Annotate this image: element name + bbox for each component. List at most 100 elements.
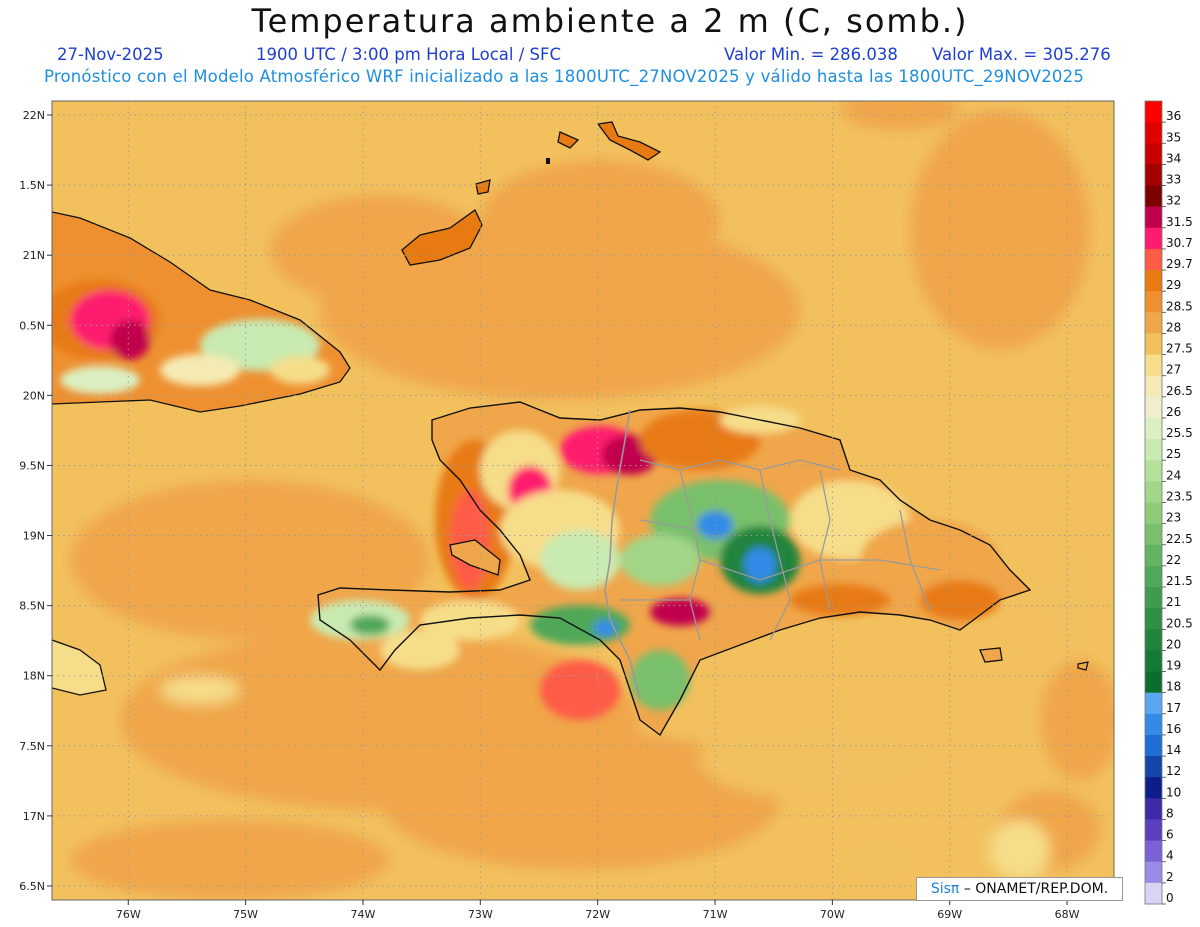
colorbar-label: 25	[1166, 447, 1181, 461]
colorbar-swatch	[1145, 798, 1162, 820]
colorbar-label: 18	[1166, 680, 1181, 694]
sispi-logo: Sisπ	[930, 881, 960, 897]
colorbar-swatch	[1145, 565, 1162, 588]
lat-tick-label: 20N	[23, 389, 45, 402]
colorbar-label: 20	[1166, 637, 1181, 651]
colorbar-label: 2	[1166, 870, 1174, 884]
colorbar-swatch	[1145, 312, 1162, 334]
colorbar-label: 29	[1166, 278, 1181, 292]
colorbar-swatch	[1145, 164, 1162, 187]
colorbar-label: 32	[1166, 194, 1181, 208]
colorbar-swatch	[1145, 460, 1162, 482]
colorbar-swatch	[1145, 291, 1162, 313]
colorbar-swatch	[1145, 840, 1162, 863]
colorbar-label: 6	[1166, 828, 1174, 842]
colorbar-label: 17	[1166, 701, 1181, 715]
colorbar-label: 34	[1166, 151, 1181, 165]
forecast-time: 1900 UTC / 3:00 pm Hora Local / SFC	[256, 45, 562, 64]
lon-tick-label: 71W	[703, 908, 728, 921]
lat-tick-label: 8.5N	[19, 600, 45, 613]
jamaica-edge	[52, 639, 107, 696]
lon-tick-label: 74W	[351, 908, 376, 921]
colorbar-label: 27	[1166, 363, 1181, 377]
colorbar-label: 12	[1166, 764, 1181, 778]
max-value: Valor Max. = 305.276	[932, 45, 1111, 64]
colorbar-swatch	[1145, 671, 1162, 694]
colorbar-label: 29.7	[1166, 257, 1193, 271]
colorbar-label: 25.5	[1166, 426, 1193, 440]
northern-islands	[401, 121, 662, 266]
colorbar-swatch	[1145, 650, 1162, 673]
colorbar-label: 20.5	[1166, 616, 1193, 630]
colorbar-swatch	[1145, 713, 1162, 736]
colorbar-swatch	[1145, 227, 1162, 250]
lat-tick-label: 21N	[23, 249, 45, 262]
lat-tick-label: 17N	[23, 810, 45, 823]
lon-tick-label: 72W	[585, 908, 610, 921]
forecast-date: 27-Nov-2025	[57, 45, 164, 64]
colorbar-label: 36	[1166, 109, 1181, 123]
lat-tick-label: 1.5N	[19, 179, 45, 192]
colorbar-label: 26	[1166, 405, 1181, 419]
colorbar-label: 8	[1166, 806, 1174, 820]
min-value: Valor Min. = 286.038	[724, 45, 898, 64]
colorbar-swatch	[1145, 777, 1162, 799]
map-plot-area	[52, 101, 1114, 900]
colorbar-swatch	[1145, 185, 1162, 208]
colorbar-swatch	[1145, 882, 1162, 905]
colorbar-swatch	[1145, 417, 1162, 440]
colorbar-label: 10	[1166, 785, 1181, 799]
colorbar-swatch	[1145, 248, 1162, 271]
temperature-colorbar: 363534333231.530.729.72928.52827.52726.5…	[1144, 100, 1193, 905]
colorbar-label: 31.5	[1166, 215, 1193, 229]
colorbar-swatch	[1145, 101, 1162, 123]
colorbar-swatch	[1145, 143, 1162, 165]
colorbar-swatch	[1145, 629, 1162, 651]
colorbar-swatch	[1145, 439, 1162, 461]
lon-tick-label: 69W	[937, 908, 962, 921]
lon-tick-label: 75W	[233, 908, 258, 921]
colorbar-swatch	[1145, 481, 1162, 503]
colorbar-label: 35	[1166, 130, 1181, 144]
colorbar-swatch	[1145, 122, 1162, 144]
longitude-axis: 76W 75W 74W 73W 72W 71W 70W 69W 68W	[116, 900, 1080, 921]
colorbar-swatch	[1145, 502, 1162, 525]
lat-tick-label: 0.5N	[19, 319, 45, 332]
lat-lon-grid	[52, 101, 1114, 900]
colorbar-label: 0	[1166, 891, 1174, 905]
colorbar-label: 23	[1166, 511, 1181, 525]
sea-temperature-patches	[70, 101, 1114, 900]
lat-tick-label: 22N	[23, 109, 45, 122]
colorbar-label: 21.5	[1166, 574, 1193, 588]
colorbar-swatch	[1145, 587, 1162, 609]
lat-tick-label: 7.5N	[19, 740, 45, 753]
colorbar-swatch	[1145, 523, 1162, 546]
colorbar-label: 14	[1166, 743, 1181, 757]
colorbar-swatch	[1145, 734, 1162, 757]
colorbar-label: 23.5	[1166, 490, 1193, 504]
colorbar-label: 22.5	[1166, 532, 1193, 546]
lon-tick-label: 68W	[1055, 908, 1080, 921]
latitude-axis: 22N 1.5N 21N 0.5N 20N 9.5N 19N 8.5N 18N 7.5N 17N 6.…	[19, 109, 52, 893]
colorbar-label: 16	[1166, 722, 1181, 736]
colorbar-label: 28	[1166, 320, 1181, 334]
lon-tick-label: 76W	[116, 908, 141, 921]
colorbar-label: 30.7	[1166, 236, 1193, 250]
colorbar-swatch	[1145, 608, 1162, 630]
lat-tick-label: 9.5N	[19, 459, 45, 472]
colorbar-label: 4	[1166, 849, 1174, 863]
forecast-description: Pronóstico con el Modelo Atmosférico WRF…	[44, 67, 1085, 86]
colorbar-swatch	[1145, 270, 1162, 292]
hispaniola	[310, 401, 1089, 737]
colorbar-swatch	[1145, 692, 1162, 715]
colorbar-swatch	[1145, 756, 1162, 778]
colorbar-swatch	[1145, 206, 1162, 229]
lat-tick-label: 18N	[23, 670, 45, 683]
colorbar-swatch	[1145, 861, 1162, 884]
colorbar-swatch	[1145, 396, 1162, 419]
colorbar-swatch	[1145, 544, 1162, 567]
colorbar-label: 26.5	[1166, 384, 1193, 398]
lat-tick-label: 19N	[23, 530, 45, 543]
colorbar-label: 21	[1166, 595, 1181, 609]
